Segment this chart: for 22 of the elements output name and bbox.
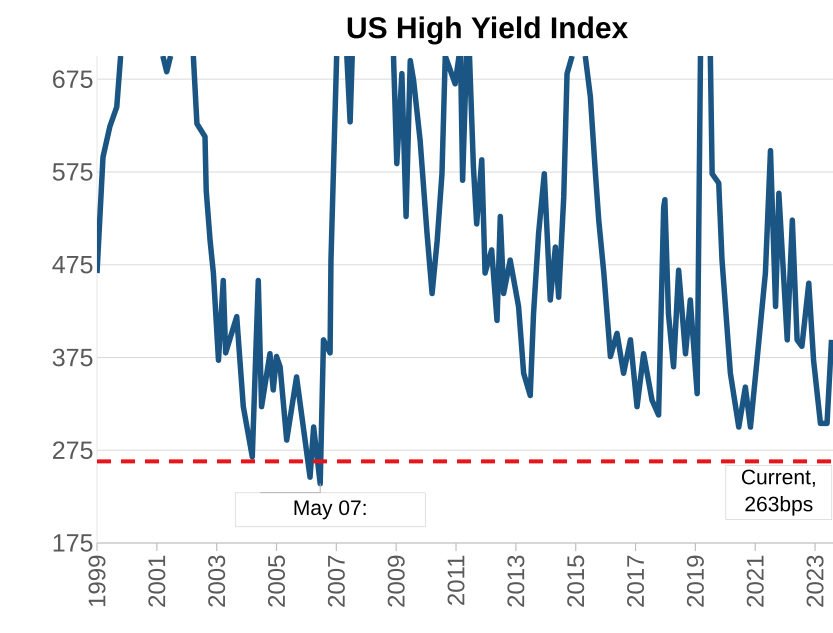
ref-line-label: Current, 263bps [742, 470, 815, 516]
x-tick-label: 1999 [88, 556, 106, 606]
x-tick-label: 2007 [328, 556, 345, 607]
x-tick-label: 2023 [806, 556, 824, 607]
x-tick-label: 2005 [268, 556, 286, 607]
x-tick-label: 2011 [448, 556, 465, 605]
x-tick-label: 2021 [746, 556, 764, 607]
x-tick-label: 2019 [686, 556, 704, 607]
chart-title: US High Yield Index [348, 16, 628, 44]
y-tick-label: 175 [54, 534, 92, 552]
x-tick-label: 2013 [507, 556, 524, 607]
y-tick-label: 275 [53, 441, 92, 460]
annotation: May 07: [294, 500, 366, 520]
x-tick-label: 2009 [388, 556, 405, 607]
x-tick-label: 2001 [148, 556, 166, 607]
y-tick-label: 375 [52, 348, 92, 366]
y-tick-label: 475 [52, 256, 92, 274]
x-tick-label: 2017 [627, 556, 644, 607]
x-tick-label: 2015 [567, 556, 584, 607]
y-tick-label: 675 [53, 70, 92, 88]
y-tick-label: 575 [52, 163, 92, 181]
x-tick-label: 2003 [208, 556, 226, 607]
